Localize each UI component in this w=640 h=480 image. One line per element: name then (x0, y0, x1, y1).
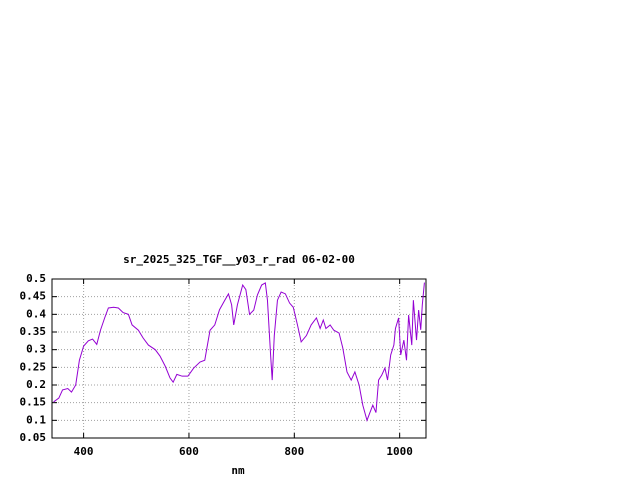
x-tick-label: 800 (284, 445, 304, 458)
plot-border (51, 278, 427, 439)
y-tick-label: 0.35 (20, 325, 47, 338)
y-tick-label: 0.1 (26, 413, 46, 426)
y-tick-label: 0.25 (20, 360, 47, 373)
chart-title: sr_2025_325_TGF__y03_r_rad 06-02-00 (123, 253, 355, 266)
y-tick-label: 0.2 (26, 378, 46, 391)
y-tick-label: 0.45 (20, 290, 47, 303)
y-tick-label: 0.15 (20, 396, 47, 409)
x-tick-label: 400 (74, 445, 94, 458)
y-tick-label: 0.4 (26, 307, 46, 320)
x-tick-label: 1000 (386, 445, 413, 458)
x-tick-label: 600 (179, 445, 199, 458)
x-axis-label: nm (231, 464, 245, 477)
y-tick-label: 0.5 (26, 272, 46, 285)
data-line (53, 282, 425, 422)
y-tick-label: 0.05 (20, 431, 47, 444)
y-tick-label: 0.3 (26, 343, 46, 356)
